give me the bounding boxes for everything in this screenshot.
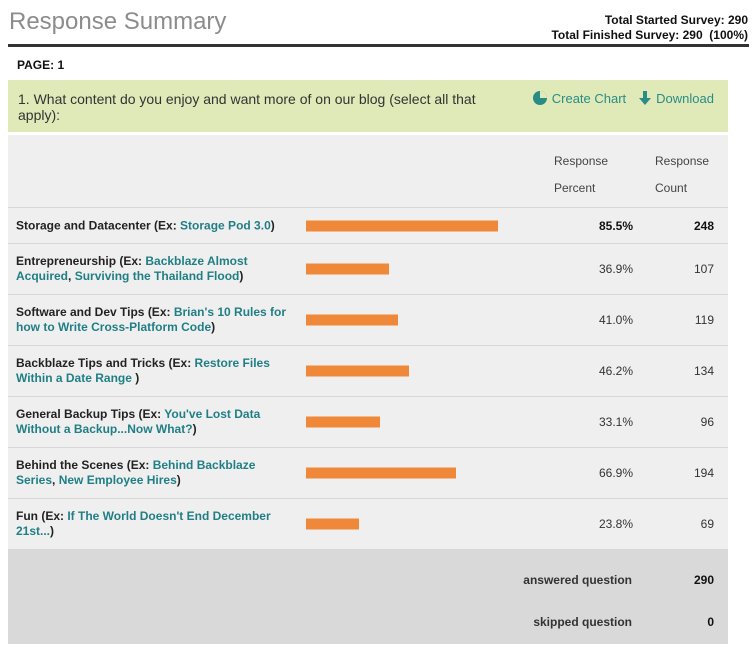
response-count: 69 (700, 517, 714, 531)
response-percent: 85.5% (598, 218, 633, 233)
response-percent-header: Response Percent (554, 148, 608, 202)
response-percent: 36.9% (598, 262, 633, 276)
example-link[interactable]: Behind Backblaze Series (16, 458, 256, 487)
table-footer: answered question 290 skipped question 0 (8, 550, 728, 644)
answered-value: 290 (693, 573, 714, 587)
response-bar (306, 220, 498, 231)
response-bar (306, 263, 389, 275)
total-started: Total Started Survey: 290 (604, 13, 748, 27)
example-link[interactable]: Backblaze Almost Acquired (16, 254, 248, 283)
response-percent: 46.2% (598, 364, 633, 378)
table-row: Software and Dev Tips (Ex: Brian's 10 Ru… (8, 295, 728, 346)
example-link[interactable]: You've Lost Data Without a Backup...Now … (16, 407, 261, 436)
skipped-row: skipped question 0 (8, 615, 728, 635)
skipped-label: skipped question (533, 615, 632, 629)
response-count: 107 (693, 262, 714, 276)
answer-label: Backblaze Tips and Tricks (Ex: Restore F… (16, 356, 296, 386)
question-header: 1. What content do you enjoy and want mo… (8, 80, 728, 132)
example-link[interactable]: Storage Pod 3.0 (180, 218, 271, 232)
table-row: Storage and Datacenter (Ex: Storage Pod … (8, 208, 728, 244)
response-percent: 23.8% (598, 517, 633, 531)
answer-text: Behind the Scenes (Ex: (16, 458, 153, 472)
response-percent: 41.0% (598, 313, 633, 327)
answer-label: Software and Dev Tips (Ex: Brian's 10 Ru… (16, 305, 296, 335)
skipped-value: 0 (707, 615, 714, 629)
response-count: 194 (693, 466, 714, 480)
title-divider (8, 44, 749, 47)
header-line: Percent (554, 181, 596, 195)
table-body: Storage and Datacenter (Ex: Storage Pod … (8, 208, 728, 550)
answer-text-suffix: ) (211, 320, 216, 334)
answer-label: Storage and Datacenter (Ex: Storage Pod … (16, 218, 296, 233)
answer-text-suffix: ) (50, 524, 55, 538)
download-button[interactable]: Download (638, 90, 714, 106)
answer-text: Entrepreneurship (Ex: (16, 254, 146, 268)
download-label: Download (656, 90, 714, 106)
table-header: Response Percent Response Count (8, 135, 728, 208)
response-percent: 66.9% (598, 466, 633, 480)
answer-text: Storage and Datacenter (Ex: (16, 218, 181, 232)
table-row: Entrepreneurship (Ex: Backblaze Almost A… (8, 244, 728, 295)
answer-text-suffix: ) (270, 218, 275, 232)
question-text: 1. What content do you enjoy and want mo… (18, 91, 476, 123)
answer-label: Behind the Scenes (Ex: Behind Backblaze … (16, 458, 296, 488)
response-bar (306, 467, 456, 479)
header-line: Response (655, 154, 710, 168)
response-count: 134 (693, 364, 714, 378)
response-bar (306, 518, 359, 530)
survey-stats: Total Started Survey: 290 Total Finished… (551, 13, 748, 43)
table-row: General Backup Tips (Ex: You've Lost Dat… (8, 397, 728, 448)
example-link[interactable]: If The World Doesn't End December 21st..… (16, 509, 271, 538)
answer-text: Fun (Ex: (16, 509, 68, 523)
table-row: Backblaze Tips and Tricks (Ex: Restore F… (8, 346, 728, 397)
page-title: Response Summary (9, 8, 227, 35)
example-link[interactable]: Restore Files Within a Date Range (16, 356, 270, 385)
response-count: 119 (694, 313, 714, 327)
answer-label: General Backup Tips (Ex: You've Lost Dat… (16, 407, 296, 437)
response-count-header: Response Count (655, 148, 709, 202)
answer-text: Backblaze Tips and Tricks (Ex: (16, 356, 195, 370)
answered-label: answered question (523, 573, 632, 587)
response-count: 96 (700, 415, 714, 429)
create-chart-label: Create Chart (551, 90, 627, 106)
link-separator: , (52, 473, 59, 487)
link-separator: , (68, 269, 75, 283)
question-tools: Create Chart Download (532, 90, 714, 106)
response-table: Response Percent Response Count Storage … (8, 135, 728, 644)
answer-label: Entrepreneurship (Ex: Backblaze Almost A… (16, 254, 296, 284)
answer-text-suffix: ) (192, 422, 197, 436)
response-bar (306, 365, 409, 377)
example-link[interactable]: New Employee Hires (58, 473, 177, 487)
create-chart-button[interactable]: Create Chart (532, 90, 626, 106)
total-finished: Total Finished Survey: 290 (100%) (551, 28, 748, 42)
example-link[interactable]: Brian's 10 Rules for how to Write Cross-… (16, 305, 287, 334)
response-percent: 33.1% (598, 415, 633, 429)
response-count: 248 (693, 218, 714, 233)
answer-text-suffix: ) (239, 269, 244, 283)
answer-label: Fun (Ex: If The World Doesn't End Decemb… (16, 509, 296, 539)
header-line: Response (554, 154, 609, 168)
answered-row: answered question 290 (8, 573, 728, 593)
response-bar (306, 314, 398, 326)
example-link[interactable]: Surviving the Thailand Flood (74, 269, 240, 283)
download-arrow-icon (639, 91, 652, 105)
header-line: Count (655, 181, 688, 195)
answer-text: General Backup Tips (Ex: (16, 407, 165, 421)
response-bar (306, 416, 380, 428)
pie-chart-icon (532, 91, 547, 105)
table-row: Fun (Ex: If The World Doesn't End Decemb… (8, 499, 728, 550)
page-label: PAGE: 1 (17, 58, 65, 72)
answer-text: Software and Dev Tips (Ex: (16, 305, 174, 319)
answer-text-suffix: ) (131, 371, 140, 385)
answer-text-suffix: ) (176, 473, 181, 487)
table-row: Behind the Scenes (Ex: Behind Backblaze … (8, 448, 728, 499)
